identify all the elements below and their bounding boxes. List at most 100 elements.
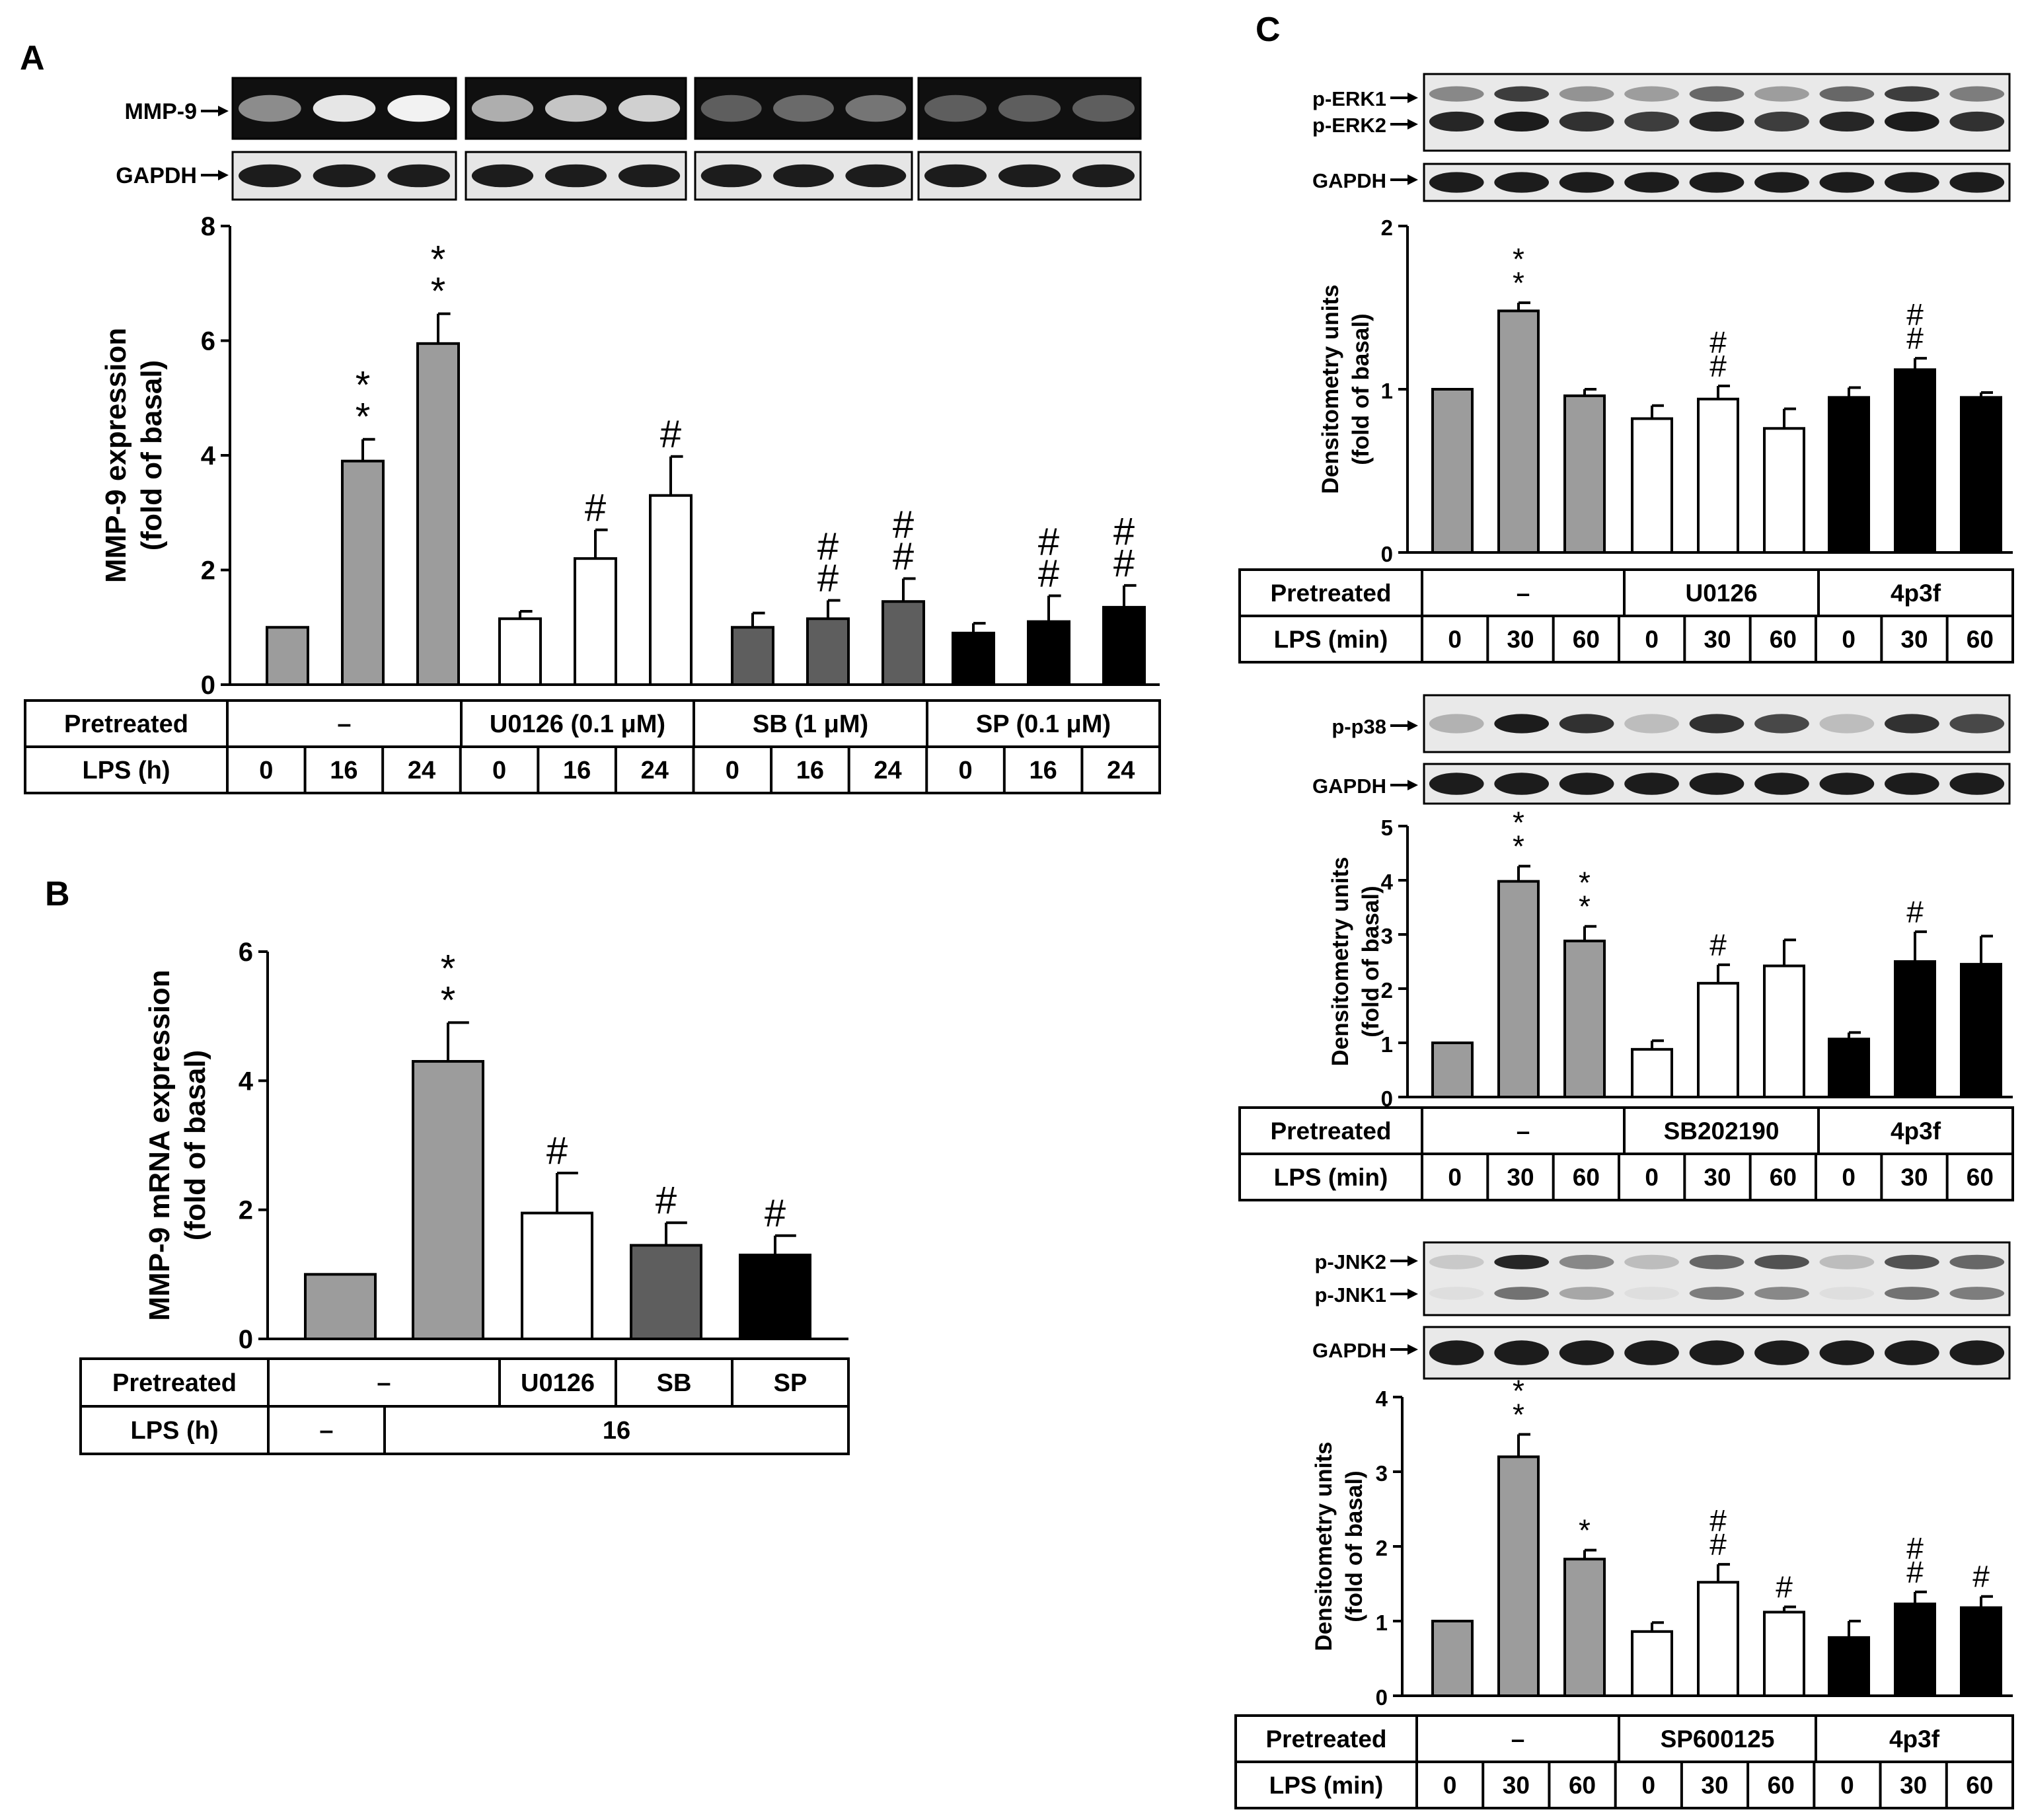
arrow-head-icon [1407, 1289, 1418, 1299]
blot-band [1494, 1254, 1550, 1270]
y-tick-label: 4 [1381, 870, 1394, 894]
blot-band [1949, 714, 2005, 734]
bar [1828, 1636, 1870, 1698]
significance-mark: * [1513, 242, 1524, 276]
blot-band [700, 95, 762, 122]
lps-label: LPS (h) [131, 1417, 219, 1445]
blot-band [1624, 172, 1679, 193]
bar [412, 1060, 484, 1340]
gapdh-label-jnk-text: GAPDH [1312, 1339, 1386, 1362]
significance-mark: # [1113, 510, 1135, 553]
y-tick-label: 3 [1381, 924, 1393, 948]
y-tick-label: 2 [1376, 1536, 1388, 1560]
blot-band [1884, 86, 1939, 102]
bar [1102, 605, 1146, 687]
bar [1894, 960, 1936, 1098]
blot-band [1819, 111, 1875, 132]
significance-mark: # [1038, 552, 1059, 595]
blot-band [1429, 773, 1484, 795]
blot-band [1754, 773, 1809, 795]
blot-band [1754, 1340, 1809, 1365]
mmp9-blot-label: MMP-9 [124, 99, 229, 124]
gapdh-label-p38: GAPDH [1312, 775, 1418, 798]
y-tick-label: 4 [1376, 1386, 1388, 1411]
blot-band [1884, 773, 1939, 795]
blot-band [1949, 111, 2005, 132]
blot-band [1819, 172, 1875, 193]
bar [521, 1211, 593, 1341]
y-tick-label: 1 [1381, 379, 1393, 403]
blots-p38 [1423, 694, 2011, 805]
blot-band [239, 95, 301, 122]
bar [1763, 427, 1805, 554]
blot-band [1624, 1340, 1679, 1365]
lps-time: 30 [1704, 1164, 1731, 1191]
arrow-head-icon [1407, 93, 1418, 103]
bar [952, 631, 995, 686]
arrow-head-icon [1407, 1344, 1418, 1355]
blot-band [1689, 773, 1745, 795]
bar [1563, 1558, 1606, 1697]
blot-band [773, 164, 834, 188]
y-label-line2: (fold of basal) [1341, 1470, 1367, 1622]
blot-band [773, 95, 834, 122]
significance-mark: * [1513, 829, 1524, 864]
bar [1431, 388, 1474, 554]
lps-time: 24 [874, 757, 901, 784]
bar [882, 600, 925, 687]
lps-time: 16 [796, 757, 824, 784]
y-tick-label: 0 [201, 671, 215, 700]
blot-band [1559, 172, 1614, 193]
pretreatment-group: SP [774, 1369, 807, 1397]
lps-time: 60 [1966, 1772, 1993, 1799]
significance-mark: # [1906, 297, 1924, 332]
blot-band [1754, 86, 1809, 102]
lps-time: 0 [1448, 626, 1462, 653]
blot-band [1559, 714, 1614, 734]
blot-band [471, 95, 534, 122]
pretreatment-group: SB (1 μM) [753, 710, 868, 738]
blot-band [1884, 1287, 1939, 1300]
gapdh-label-erk-text: GAPDH [1312, 169, 1386, 192]
blot-band [1072, 95, 1135, 122]
blot-band [1689, 714, 1745, 734]
blot-band [387, 95, 450, 122]
y-tick-label: 2 [1381, 978, 1393, 1003]
gapdh-blot-label-a-text: GAPDH [116, 163, 197, 188]
significance-mark: # [660, 413, 681, 456]
significance-mark: * [1579, 866, 1591, 900]
significance-mark: * [1579, 1513, 1591, 1548]
blot-band [1559, 86, 1614, 102]
blot-band [1559, 1340, 1614, 1365]
arrow-head-icon [218, 106, 229, 116]
chart-C-p38: 0 1 2 3 4 5 Densitometry units (fold of basal) *… [1328, 806, 2013, 1111]
pretreatment-group: – [337, 710, 351, 738]
lps-time: 0 [1842, 626, 1856, 653]
bar [1497, 309, 1540, 554]
blot-band [1494, 773, 1550, 795]
lps-time: 30 [1900, 1772, 1927, 1799]
lps-time: 0 [1645, 626, 1659, 653]
bar [1697, 1581, 1739, 1697]
significance-mark: * [356, 396, 371, 439]
pretreatment-group: SP600125 [1661, 1725, 1775, 1753]
bar [304, 1273, 377, 1341]
bar [649, 494, 693, 686]
p-p38-label: p-p38 [1332, 715, 1418, 738]
y-axis-label: Densitometry units (fold of basal) [1328, 857, 1384, 1067]
chart-B: 0 2 4 6 MMP-9 mRNA expression (fold of basal)… [143, 938, 848, 1354]
significance-mark: # [817, 525, 839, 568]
blot-band [1884, 172, 1939, 193]
y-tick-label: 3 [1376, 1461, 1388, 1486]
bar [1431, 1042, 1474, 1098]
y-label-line2: (fold of basal) [1348, 313, 1374, 465]
y-tick-label: 2 [1381, 215, 1393, 240]
blot-band [544, 95, 607, 122]
blot-band [1819, 773, 1875, 795]
y-label-line2: (fold of basal) [135, 360, 168, 550]
significance-mark: # [817, 556, 839, 599]
pretreatment-group: SB [657, 1369, 692, 1397]
blot-band [700, 164, 762, 188]
lps-time: 60 [1967, 626, 1994, 653]
